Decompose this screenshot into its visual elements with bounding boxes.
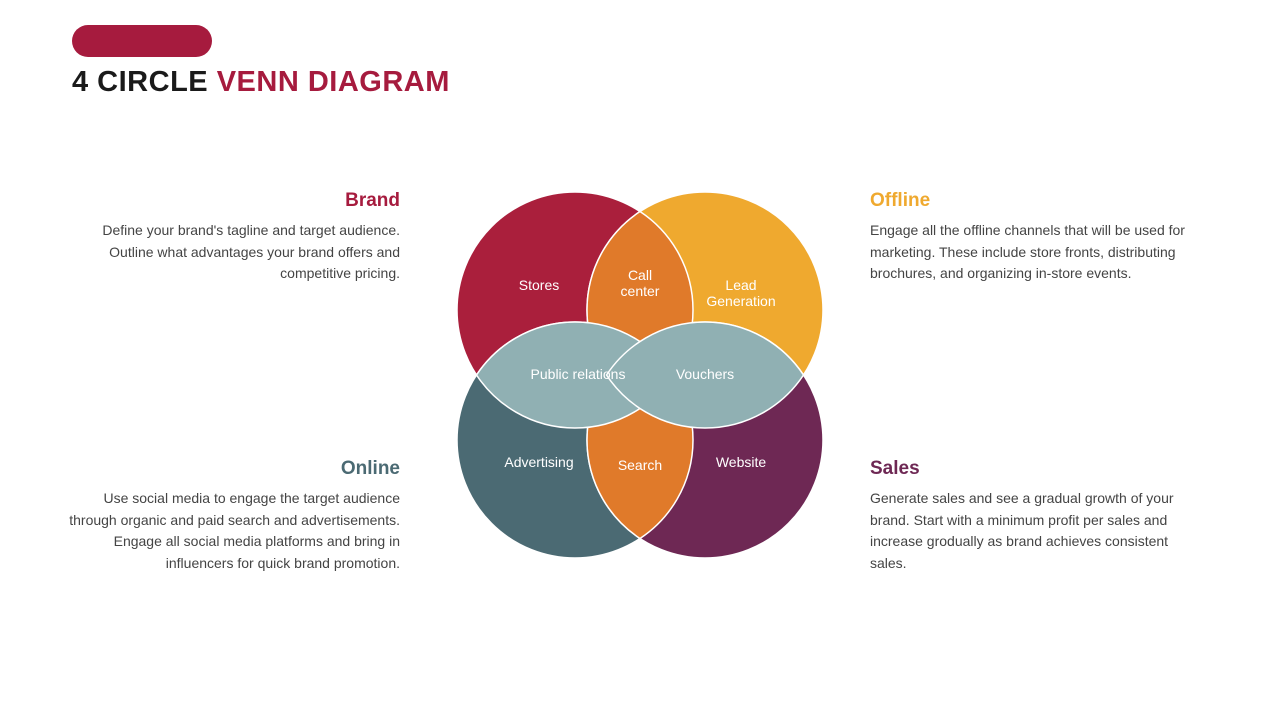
- venn-label-bottom: Search: [618, 457, 662, 473]
- desc-block-offline: Offline Engage all the offline channels …: [870, 190, 1200, 285]
- desc-title-sales: Sales: [870, 458, 1200, 480]
- venn-label-left: Public relations: [531, 366, 626, 382]
- page-title-part1: 4 CIRCLE: [72, 66, 217, 98]
- desc-body-offline: Engage all the offline channels that wil…: [870, 220, 1200, 285]
- venn-label-online: Advertising: [504, 454, 573, 470]
- venn-diagram: StoresLeadGenerationAdvertisingWebsiteCa…: [420, 170, 860, 610]
- desc-block-online: Online Use social media to engage the ta…: [60, 458, 400, 575]
- desc-body-brand: Define your brand's tagline and target a…: [70, 220, 400, 285]
- venn-label-brand: Stores: [519, 277, 559, 293]
- page-title: 4 CIRCLE VENN DIAGRAM: [72, 66, 450, 99]
- desc-body-online: Use social media to engage the target au…: [60, 488, 400, 575]
- desc-body-sales: Generate sales and see a gradual growth …: [870, 488, 1200, 575]
- desc-block-sales: Sales Generate sales and see a gradual g…: [870, 458, 1200, 575]
- venn-label-sales: Website: [716, 454, 767, 470]
- venn-svg: StoresLeadGenerationAdvertisingWebsiteCa…: [420, 170, 860, 610]
- header-accent-pill: [72, 25, 212, 57]
- desc-title-online: Online: [60, 458, 400, 480]
- desc-title-offline: Offline: [870, 190, 1200, 212]
- desc-title-brand: Brand: [70, 190, 400, 212]
- page-title-part2: VENN DIAGRAM: [217, 66, 450, 98]
- venn-label-right: Vouchers: [676, 366, 734, 382]
- desc-block-brand: Brand Define your brand's tagline and ta…: [70, 190, 400, 285]
